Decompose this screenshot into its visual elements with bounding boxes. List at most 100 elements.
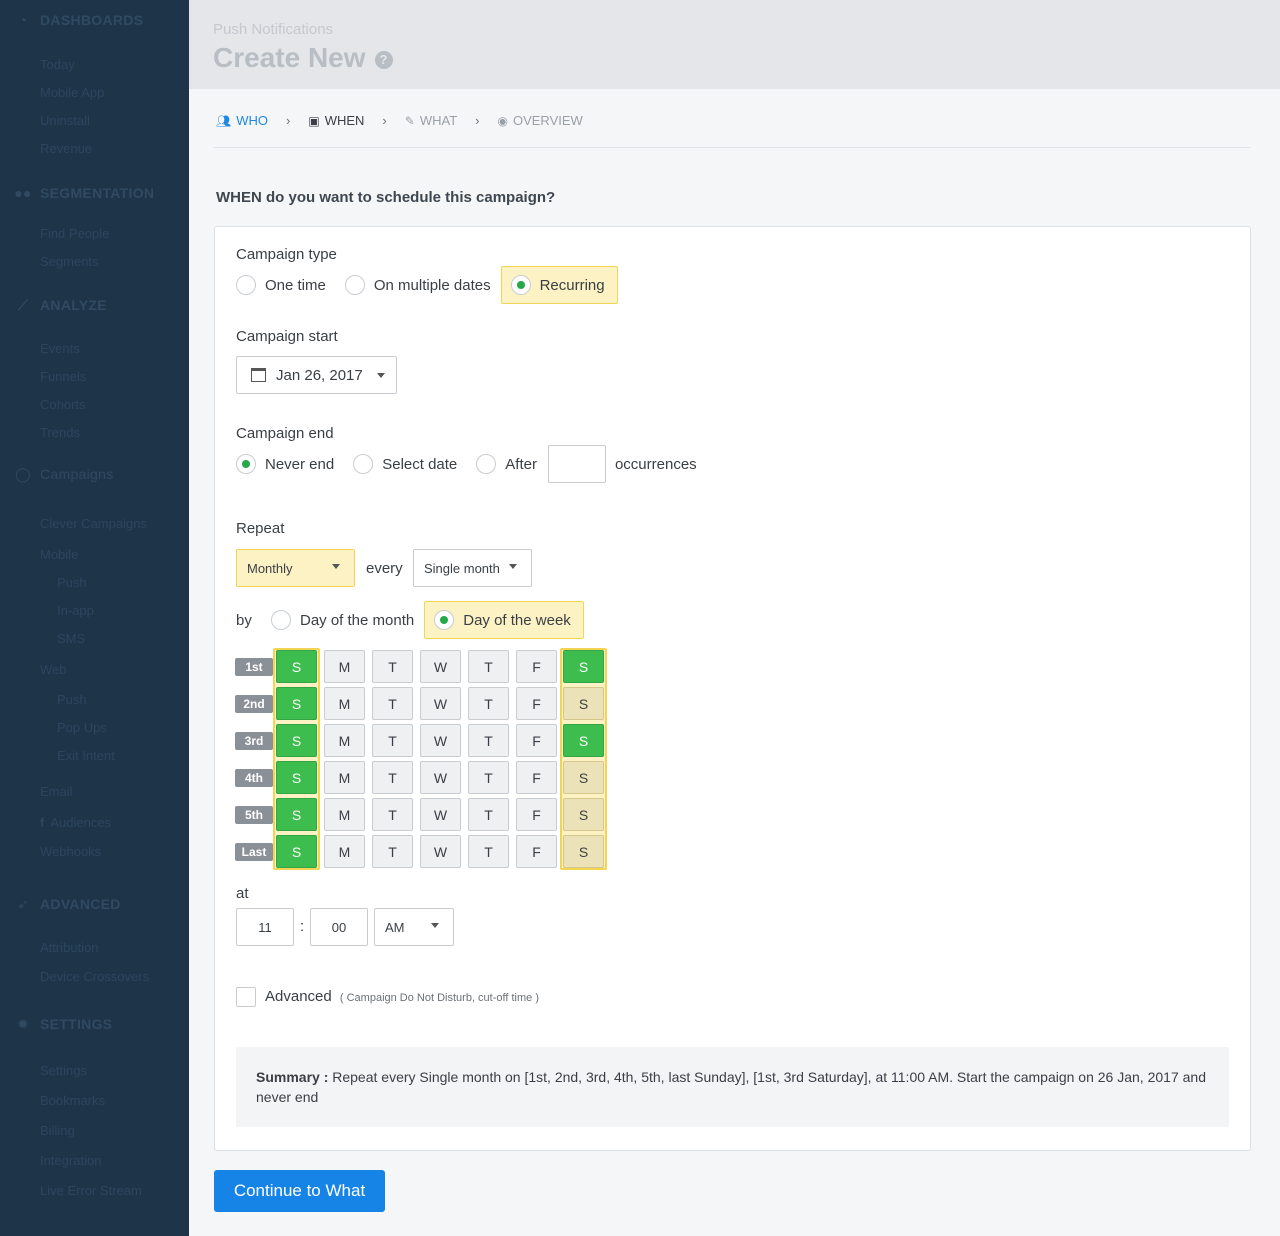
sidebar-item-cohorts[interactable]: Cohorts — [40, 397, 86, 412]
sidebar-item-attribution[interactable]: Attribution — [40, 940, 99, 955]
step-overview[interactable]: ◉ OVERVIEW — [497, 113, 582, 128]
sidebar-item-bookmarks[interactable]: Bookmarks — [40, 1093, 106, 1108]
day-toggle[interactable]: F — [516, 724, 557, 757]
sidebar-item-email[interactable]: Email — [40, 784, 73, 799]
hour-input[interactable]: 11 — [236, 908, 294, 946]
day-toggle[interactable]: F — [516, 798, 557, 831]
day-toggle[interactable]: T — [372, 761, 413, 794]
breadcrumb[interactable]: Push Notifications — [213, 21, 334, 38]
day-toggle[interactable]: S — [276, 835, 317, 868]
day-toggle[interactable]: S — [563, 724, 604, 757]
day-toggle[interactable]: M — [324, 835, 365, 868]
repeat-interval-select[interactable]: Single month — [413, 549, 532, 587]
day-toggle[interactable]: W — [420, 650, 461, 683]
continue-to-what-button[interactable]: Continue to What — [214, 1170, 385, 1212]
sidebar-item-in-app[interactable]: In-app — [57, 603, 94, 618]
campaign-start-date-picker[interactable]: Jan 26, 2017 — [236, 356, 397, 394]
day-toggle[interactable]: W — [420, 687, 461, 720]
day-toggle[interactable]: M — [324, 798, 365, 831]
day-toggle[interactable]: T — [372, 798, 413, 831]
sidebar-item-exit-intent[interactable]: Exit Intent — [57, 748, 115, 763]
radio-button[interactable] — [236, 454, 256, 474]
repeat-by-day-of-month[interactable]: Day of the month — [271, 601, 414, 639]
sidebar-section-analyze[interactable]: ⟋ ANALYZE — [14, 297, 107, 314]
minute-input[interactable]: 00 — [310, 908, 368, 946]
radio-button[interactable] — [434, 610, 455, 630]
sidebar-item-mobile-app[interactable]: Mobile App — [40, 85, 105, 100]
sidebar-section-dashboards[interactable]: ◔ DASHBOARDS — [14, 12, 143, 28]
meridiem-select[interactable]: AM — [374, 908, 454, 946]
help-icon[interactable]: ? — [374, 50, 393, 69]
sidebar-item-billing[interactable]: Billing — [40, 1123, 75, 1138]
radio-button[interactable] — [344, 275, 365, 295]
day-toggle[interactable]: S — [276, 650, 317, 683]
campaign-end-after[interactable]: After — [476, 445, 537, 483]
sidebar-item-integration[interactable]: Integration — [40, 1153, 102, 1168]
day-toggle[interactable]: T — [372, 724, 413, 757]
day-toggle[interactable]: T — [372, 835, 413, 868]
day-toggle[interactable]: T — [468, 650, 509, 683]
day-toggle[interactable]: S — [563, 798, 604, 831]
sidebar-item-settings[interactable]: Settings — [40, 1063, 87, 1078]
step-who[interactable]: 👥︎ WHO — [216, 113, 268, 128]
sidebar-item-web-push[interactable]: Push — [57, 692, 87, 707]
sidebar-item-find-people[interactable]: Find People — [40, 226, 110, 241]
day-toggle[interactable]: M — [324, 761, 365, 794]
campaign-end-select-date[interactable]: Select date — [353, 445, 457, 483]
radio-button[interactable] — [271, 610, 291, 630]
sidebar-item-live-error-stream[interactable]: Live Error Stream — [40, 1183, 142, 1198]
day-toggle[interactable]: S — [563, 650, 604, 683]
day-toggle[interactable]: W — [420, 724, 461, 757]
sidebar-item-device-crossovers[interactable]: Device Crossovers — [40, 969, 150, 984]
day-toggle[interactable]: T — [468, 687, 509, 720]
day-toggle[interactable]: T — [372, 650, 413, 683]
day-toggle[interactable]: T — [468, 798, 509, 831]
radio-button[interactable] — [476, 454, 497, 474]
day-toggle[interactable]: S — [563, 687, 604, 720]
repeat-frequency-select[interactable]: Monthly — [236, 549, 355, 587]
campaign-type-multiple-dates[interactable]: On multiple dates — [344, 266, 491, 304]
day-toggle[interactable]: S — [276, 687, 317, 720]
day-toggle[interactable]: W — [420, 761, 461, 794]
sidebar-item-clever-campaigns[interactable]: Clever Campaigns — [40, 516, 147, 531]
advanced-checkbox[interactable] — [236, 987, 256, 1007]
step-what[interactable]: ✎ WHAT — [405, 113, 457, 128]
day-toggle[interactable]: T — [468, 761, 509, 794]
radio-button[interactable] — [510, 275, 531, 295]
day-toggle[interactable]: S — [563, 761, 604, 794]
sidebar-section-campaigns[interactable]: ◯ Campaigns — [14, 466, 114, 483]
campaign-end-never[interactable]: Never end — [236, 445, 334, 483]
campaign-type-one-time[interactable]: One time — [236, 266, 326, 304]
sidebar-item-pop-ups[interactable]: Pop Ups — [57, 720, 107, 735]
campaign-type-recurring[interactable]: Recurring — [500, 266, 618, 304]
occurrences-input[interactable] — [547, 445, 606, 483]
day-toggle[interactable]: S — [563, 835, 604, 868]
sidebar-section-segmentation[interactable]: ●● SEGMENTATION — [14, 185, 154, 201]
day-toggle[interactable]: S — [276, 761, 317, 794]
day-toggle[interactable]: M — [324, 687, 365, 720]
day-toggle[interactable]: S — [276, 798, 317, 831]
sidebar-item-mobile[interactable]: Mobile — [40, 547, 79, 562]
sidebar-item-webhooks[interactable]: Webhooks — [40, 844, 102, 859]
sidebar-item-funnels[interactable]: Funnels — [40, 369, 87, 384]
day-toggle[interactable]: F — [516, 761, 557, 794]
day-toggle[interactable]: T — [372, 687, 413, 720]
day-toggle[interactable]: W — [420, 835, 461, 868]
step-when[interactable]: ▣ WHEN — [308, 113, 364, 128]
sidebar-item-audiences[interactable]: f Audiences — [40, 815, 111, 830]
sidebar-item-events[interactable]: Events — [40, 341, 80, 356]
day-toggle[interactable]: S — [276, 724, 317, 757]
day-toggle[interactable]: W — [420, 798, 461, 831]
sidebar-item-segments[interactable]: Segments — [40, 254, 99, 269]
day-toggle[interactable]: F — [516, 835, 557, 868]
sidebar-item-web[interactable]: Web — [40, 662, 67, 677]
day-toggle[interactable]: F — [516, 650, 557, 683]
repeat-by-day-of-week[interactable]: Day of the week — [424, 601, 584, 639]
day-toggle[interactable]: T — [468, 724, 509, 757]
sidebar-section-advanced[interactable]: ➶ ADVANCED — [14, 896, 121, 913]
sidebar-item-trends[interactable]: Trends — [40, 425, 80, 440]
sidebar-section-settings[interactable]: ✹ SETTINGS — [14, 1016, 112, 1033]
sidebar-item-revenue[interactable]: Revenue — [40, 141, 93, 156]
sidebar-item-push[interactable]: Push — [57, 575, 87, 590]
advanced-label[interactable]: Advanced ( Campaign Do Not Disturb, cut-… — [265, 988, 539, 1005]
